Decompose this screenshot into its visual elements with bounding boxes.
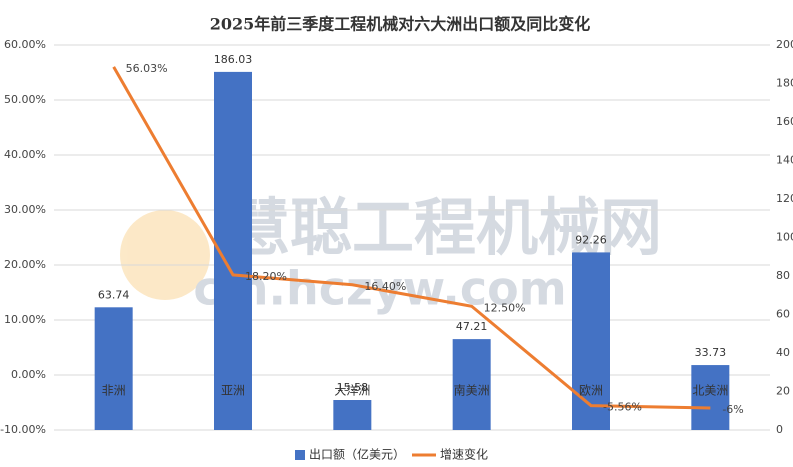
bar-value-label: 186.03 (214, 53, 253, 66)
bar (572, 252, 610, 430)
y2-tick-label: 100 (776, 231, 793, 244)
legend-label: 增速变化 (440, 447, 488, 462)
line-value-label: -5.56% (603, 401, 642, 414)
watermark-logo (120, 210, 210, 300)
legend-label: 出口额（亿美元） (309, 447, 405, 462)
bar-value-label: 63.74 (98, 288, 130, 301)
line-value-label: -6% (722, 403, 743, 416)
y2-tick-label: 160 (776, 115, 793, 128)
y-tick-label: 50.00% (4, 93, 46, 106)
bar (333, 400, 372, 430)
y2-tick-label: 120 (776, 192, 793, 205)
bar-value-label: 33.73 (695, 346, 727, 359)
legend-swatch (295, 450, 305, 460)
y2-tick-label: 180 (776, 77, 793, 90)
x-tick-label: 北美洲 (692, 384, 728, 398)
y2-tick-label: 80 (776, 269, 790, 282)
x-tick-label: 亚洲 (221, 384, 245, 398)
line-value-label: 18.20% (245, 270, 287, 283)
y-tick-label: -10.00% (0, 423, 46, 436)
y-tick-label: 30.00% (4, 203, 46, 216)
line-value-label: 16.40% (364, 280, 406, 293)
line-value-label: 12.50% (484, 301, 526, 314)
x-tick-label: 非洲 (102, 384, 126, 398)
x-tick-label: 南美洲 (454, 383, 490, 398)
chart-title: 2025年前三季度工程机械对六大洲出口额及同比变化 (210, 15, 591, 34)
bar-value-label: 15.58 (337, 381, 369, 394)
y2-tick-label: 0 (776, 423, 783, 436)
y-tick-label: 40.00% (4, 148, 46, 161)
y-tick-label: 10.00% (4, 313, 46, 326)
bar (94, 307, 133, 430)
y2-tick-label: 40 (776, 346, 790, 359)
x-tick-label: 欧洲 (579, 384, 603, 398)
y2-tick-label: 140 (776, 154, 793, 167)
y-tick-label: 60.00% (4, 38, 46, 51)
bar-value-label: 47.21 (456, 320, 488, 333)
watermark-text: 慧聪工程机械网 (228, 191, 662, 264)
y2-tick-label: 60 (776, 308, 790, 321)
bar-value-label: 92.26 (575, 233, 607, 246)
line (112, 66, 711, 410)
bar (452, 339, 491, 430)
y2-tick-label: 20 (776, 385, 790, 398)
bar (691, 365, 730, 430)
y-tick-label: 0.00% (11, 368, 46, 381)
y-tick-label: 20.00% (4, 258, 46, 271)
line-value-label: 56.03% (126, 62, 168, 75)
x-tick-label: 大洋洲 (334, 383, 370, 398)
watermark: 慧聪工程机械网 cm.hczyw.com (120, 191, 662, 316)
y2-tick-label: 200 (776, 38, 793, 51)
